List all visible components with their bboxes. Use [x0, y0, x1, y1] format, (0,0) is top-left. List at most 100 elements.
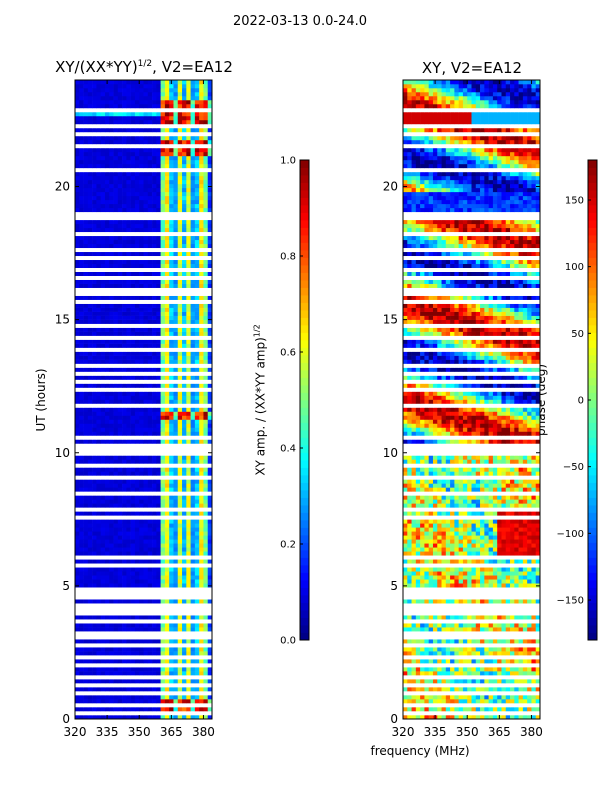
amp-cell — [104, 543, 110, 548]
amp-cell — [79, 247, 84, 253]
amp-cell — [117, 563, 123, 568]
amp-cell — [87, 495, 93, 500]
amp-cell — [177, 703, 183, 708]
amp-cell — [75, 435, 80, 440]
amp-cell — [182, 423, 187, 428]
amp-cell — [173, 547, 179, 552]
amp-cell — [177, 291, 183, 296]
amp-cell — [164, 503, 170, 508]
amp-cell — [173, 271, 179, 276]
amp-cell — [152, 299, 157, 304]
amp-cell — [199, 635, 204, 640]
amp-cell — [109, 103, 114, 109]
amp-cell — [96, 375, 101, 380]
amp-cell — [96, 639, 101, 644]
amp-cell — [199, 627, 204, 632]
amp-cell — [190, 555, 196, 560]
amp-cell — [139, 259, 144, 265]
amp-cell — [117, 207, 123, 213]
amp-cell — [182, 435, 187, 440]
amp-cell — [79, 207, 84, 213]
amp-cell — [186, 495, 191, 500]
amp-cell — [160, 115, 166, 121]
amp-cell — [169, 419, 174, 424]
amp-cell — [186, 219, 191, 225]
amp-cell — [147, 291, 153, 296]
amp-cell — [173, 131, 179, 137]
amp-cell — [104, 591, 110, 596]
amp-cell — [79, 295, 84, 300]
amp-cell — [130, 519, 136, 524]
amp-cell — [122, 531, 127, 536]
amp-cell — [134, 147, 140, 153]
amp-cell — [152, 651, 157, 656]
amp-cell — [122, 683, 127, 688]
amp-cell — [186, 291, 191, 296]
amp-cell — [160, 639, 166, 644]
amp-cell — [134, 375, 140, 380]
amp-cell — [122, 95, 127, 101]
amp-cell — [160, 711, 166, 716]
amp-cell — [117, 551, 123, 556]
amp-cell — [207, 347, 213, 352]
amp-cell — [194, 715, 200, 720]
amp-cell — [173, 263, 179, 268]
amp-cell — [156, 623, 161, 628]
amp-cell — [134, 311, 140, 316]
amp-cell — [83, 183, 89, 189]
amp-cell — [203, 447, 209, 452]
amp-cell — [199, 211, 204, 217]
amp-cell — [177, 367, 183, 372]
amp-cell — [104, 523, 110, 528]
amp-cell — [83, 603, 89, 608]
amp-cell — [96, 459, 101, 464]
amp-cell — [147, 487, 153, 492]
amp-cell — [139, 271, 144, 276]
amp-cell — [177, 279, 183, 284]
amp-cell — [126, 499, 131, 504]
amp-cell — [173, 395, 179, 400]
amp-cell — [199, 263, 204, 268]
amp-cell — [203, 347, 209, 352]
amp-cell — [122, 327, 127, 332]
amp-cell — [92, 135, 97, 141]
amp-cell — [190, 191, 196, 197]
amp-cell — [169, 575, 174, 580]
amp-cell — [104, 95, 110, 101]
amp-cell — [173, 235, 179, 241]
amp-cell — [143, 375, 149, 380]
amp-cell — [109, 679, 114, 684]
amp-cell — [199, 603, 204, 608]
amp-cell — [117, 111, 123, 117]
amp-cell — [164, 523, 170, 528]
amp-cell — [122, 395, 127, 400]
amp-cell — [156, 455, 161, 460]
amp-cell — [83, 435, 89, 440]
amp-cell — [207, 227, 213, 233]
amp-cell — [169, 103, 174, 109]
amp-cell — [134, 683, 140, 688]
amp-cell — [113, 351, 119, 356]
amp-cell — [83, 359, 89, 364]
amp-cell — [109, 235, 114, 241]
amp-cell — [186, 527, 191, 532]
amp-cell — [177, 311, 183, 316]
amp-cell — [182, 463, 187, 468]
amp-cell — [75, 251, 80, 257]
amp-cell — [160, 371, 166, 376]
amp-cell — [126, 435, 131, 440]
amp-cell — [143, 451, 149, 456]
amp-cell — [113, 107, 119, 113]
amp-cell — [122, 295, 127, 300]
amp-cell — [117, 687, 123, 692]
amp-cell — [100, 315, 106, 320]
amp-cell — [117, 579, 123, 584]
amp-cell — [147, 215, 153, 221]
amp-cell — [79, 311, 84, 316]
amp-cell — [143, 607, 149, 612]
amp-cell — [194, 419, 200, 424]
amp-cell — [87, 463, 93, 468]
amp-cell — [100, 507, 106, 512]
amp-cell — [96, 131, 101, 137]
amp-cell — [152, 95, 157, 101]
